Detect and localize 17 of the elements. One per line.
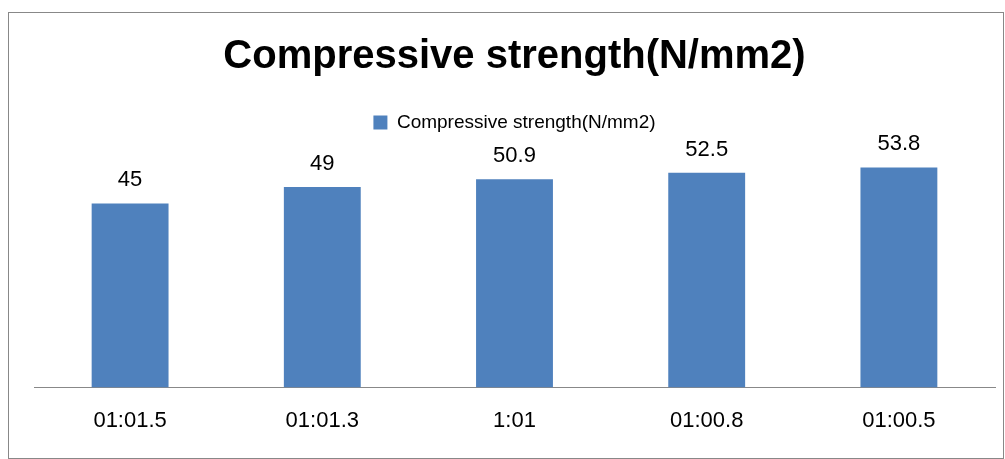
bar <box>476 179 553 388</box>
legend-label: Compressive strength(N/mm2) <box>396 110 656 132</box>
x-tick-label: 01:01.5 <box>93 406 167 432</box>
x-tick-label: 01:00.8 <box>670 406 744 432</box>
data-label: 49 <box>310 150 335 176</box>
x-tick-label: 01:01.3 <box>285 406 359 432</box>
chart-title: Compressive strength(N/mm2) <box>223 32 806 77</box>
data-label: 50.9 <box>493 142 536 168</box>
x-tick-label: 01:00.5 <box>862 406 936 432</box>
bar <box>668 172 746 388</box>
bar <box>283 187 361 388</box>
bar <box>91 203 169 388</box>
bar <box>860 167 938 388</box>
x-tick-label: 1:01 <box>493 406 536 432</box>
data-label: 52.5 <box>685 135 729 161</box>
data-label: 53.8 <box>877 130 921 156</box>
data-label: 45 <box>117 166 143 192</box>
